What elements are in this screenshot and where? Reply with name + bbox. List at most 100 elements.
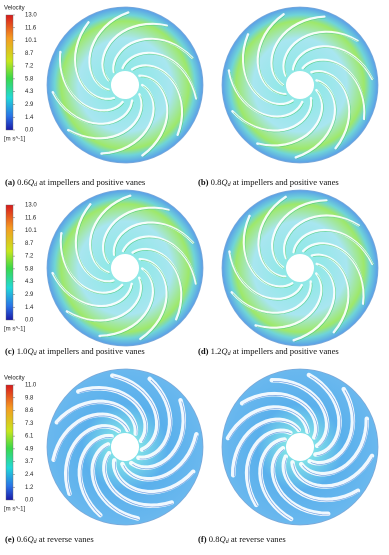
hub	[110, 253, 140, 283]
blade-edge	[114, 39, 194, 74]
blade-edge	[93, 445, 139, 520]
caption-text: at impellers and positive vanes	[37, 346, 146, 356]
blade	[90, 442, 140, 521]
colorbar-tick-label: 7.2	[25, 254, 34, 260]
blade	[231, 96, 313, 132]
caption-sub: d	[34, 351, 38, 357]
caption-q: Q	[27, 534, 34, 544]
blade-edge	[123, 53, 198, 100]
blade	[301, 58, 366, 121]
blade-edge	[132, 401, 186, 470]
blade-edge	[243, 394, 318, 439]
caption-label: (c)	[5, 346, 15, 356]
blade	[227, 69, 304, 118]
caption-sub: d	[226, 539, 230, 545]
colorbar-tick-label: 0.0	[25, 498, 34, 504]
colorbar-tick-label: 7.3	[25, 421, 34, 427]
colorbar-tick-label: 0.0	[25, 318, 34, 324]
caption-text: 0.6	[15, 177, 29, 187]
blade	[67, 93, 143, 140]
blade-edge	[104, 208, 170, 265]
colorbar-tick-label: 7.2	[25, 64, 34, 70]
blade	[257, 195, 287, 278]
blade-edge	[233, 99, 313, 133]
blade-edge	[294, 264, 336, 342]
caption-sub: d	[34, 539, 38, 545]
blade-edge	[139, 379, 172, 460]
blade-edge	[53, 274, 134, 308]
colorbar-scale	[5, 384, 14, 501]
flow-field-image	[221, 189, 379, 347]
blade-edge	[261, 440, 293, 521]
caption-q: Q	[27, 346, 34, 356]
caption-text: 1.2	[209, 346, 222, 356]
blade-edge	[123, 435, 198, 481]
blade-edge	[80, 436, 113, 517]
colorbar-tick-label: 8.7	[25, 51, 34, 57]
blade	[112, 221, 195, 256]
blade-edge	[234, 420, 301, 477]
blade-edge	[294, 230, 374, 266]
blade	[58, 50, 124, 112]
blade-edge	[296, 81, 337, 159]
blade	[63, 424, 122, 496]
caption-q: Q	[221, 346, 228, 356]
blade	[100, 83, 156, 155]
blade	[254, 272, 323, 329]
colorbar-tick-label: 11.0	[25, 383, 37, 389]
blade	[282, 30, 359, 77]
colorbar-scale	[5, 204, 14, 321]
colorbar-tick-label: 13.0	[25, 13, 37, 19]
colorbar-unit: [m s^-1]	[4, 327, 25, 333]
caption-q: Q	[219, 534, 226, 544]
blade-edge	[258, 91, 324, 148]
colorbar: 13.0 11.6 10.1 8.7 7.2 5.8 4.3 2.9 1.4 0.0[m s^-1…	[4, 203, 37, 333]
blade-edge	[312, 72, 351, 150]
colorbar-tick-label: 4.3	[25, 89, 34, 95]
blade-edge	[79, 389, 148, 443]
colorbar-title: Velocity	[4, 376, 25, 382]
blade-edge	[91, 196, 132, 274]
caption-q: Q	[221, 177, 228, 187]
flow-field-image	[221, 6, 379, 164]
blade-edge	[294, 47, 374, 81]
blade	[121, 235, 198, 285]
flow-field-image	[46, 189, 204, 347]
blade	[282, 214, 360, 260]
colorbar-tick-label: 6.1	[25, 434, 34, 440]
blade	[298, 416, 370, 477]
colorbar-tick-label: 9.8	[25, 395, 34, 401]
blade-edge	[259, 197, 288, 279]
blade-edge	[69, 95, 144, 141]
colorbar-tick-label: 0.0	[25, 128, 34, 134]
colorbar-tick-label: 4.9	[25, 446, 34, 452]
caption: (e) 0.6Qd at reverse vanes	[5, 534, 94, 545]
blade	[256, 13, 287, 96]
blade	[101, 206, 170, 264]
colorbar-title: Velocity	[4, 6, 25, 12]
blade-edge	[140, 260, 169, 341]
blade-edge	[304, 244, 366, 305]
caption-q: Q	[28, 177, 35, 187]
caption-label: (d)	[198, 346, 209, 356]
colorbar-tick-label: 1.2	[25, 485, 34, 491]
blade	[244, 428, 293, 508]
blade-edge	[123, 237, 198, 285]
blade-edge	[54, 415, 130, 461]
blade-edge	[103, 24, 169, 82]
hub	[285, 253, 315, 283]
colorbar-scale	[5, 14, 14, 131]
blade	[110, 373, 160, 452]
blade-edge	[228, 408, 309, 440]
blade	[269, 377, 330, 449]
blade	[138, 74, 169, 157]
blade-edge	[256, 274, 324, 330]
hub	[285, 70, 315, 100]
colorbar-tick-label: 13.0	[25, 203, 37, 209]
colorbar-tick-label: 11.6	[25, 215, 37, 221]
caption: (d) 1.2Qd at impellers and positive vane…	[198, 346, 339, 357]
caption-label: (a)	[5, 177, 15, 187]
colorbar-tick-label: 1.4	[25, 115, 34, 121]
blade-edge	[284, 32, 359, 77]
